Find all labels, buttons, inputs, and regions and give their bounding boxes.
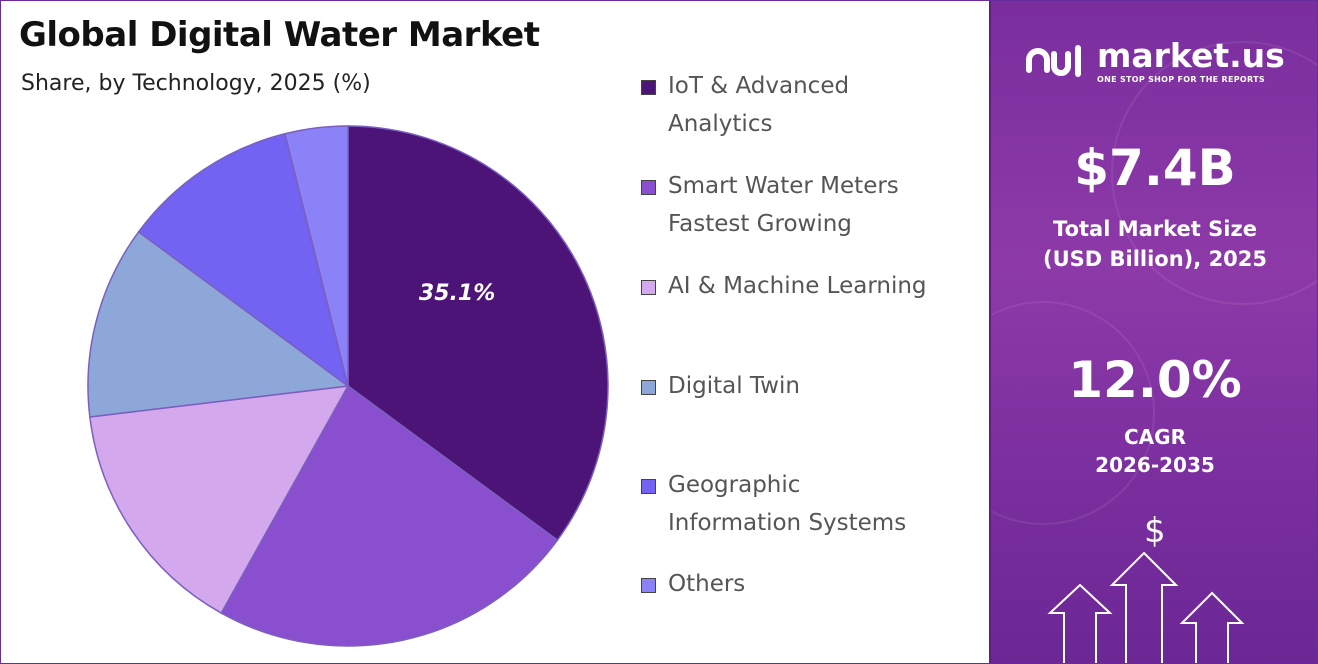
legend-label-line: Geographic xyxy=(668,472,801,498)
legend-label-line: Analytics xyxy=(668,111,773,137)
legend-label-line: Others xyxy=(668,571,746,597)
cagr-label: CAGR xyxy=(1124,425,1186,449)
market-size-value: $7.4B xyxy=(1074,139,1236,197)
pie-slice-4 xyxy=(87,230,350,418)
legend-label-line: Smart Water Meters xyxy=(668,173,899,199)
market-size-label-line1: Total Market Size xyxy=(1053,217,1257,241)
legend-item-1: IoT & Advanced Analytics xyxy=(641,73,849,143)
legend-label: Smart Water Meters Fastest Growing xyxy=(668,167,899,243)
legend-label-line: Fastest Growing xyxy=(668,211,852,237)
legend-label: Digital Twin xyxy=(668,367,800,405)
legend-swatch xyxy=(641,479,656,494)
legend-label-line: Digital Twin xyxy=(668,373,800,399)
chart-title: Global Digital Water Market xyxy=(19,15,540,55)
growth-arrows-icon xyxy=(1047,551,1245,663)
legend-label: Geographic Information Systems xyxy=(668,466,906,542)
pie-chart: 35.1% xyxy=(87,125,609,647)
market-size-label-line2: (USD Billion), 2025 xyxy=(1042,247,1268,271)
pie-slice-3 xyxy=(89,385,350,615)
dollar-icon: $ xyxy=(1144,511,1166,551)
background-circle xyxy=(991,301,1155,525)
legend-label: IoT & Advanced Analytics xyxy=(668,67,849,143)
market-us-logo-icon xyxy=(1026,44,1081,77)
brand-logo: market.us ONE STOP SHOP FOR THE REPORTS xyxy=(1023,39,1285,84)
legend-label-line: Information Systems xyxy=(668,510,907,536)
legend-label: Others xyxy=(668,565,745,603)
pie-slice-1 xyxy=(347,125,609,542)
legend-swatch xyxy=(641,180,656,195)
legend-item-4: Digital Twin xyxy=(641,373,800,405)
chart-subtitle: Share, by Technology, 2025 (%) xyxy=(21,71,371,96)
summary-panel: market.us ONE STOP SHOP FOR THE REPORTS … xyxy=(989,1,1317,663)
legend-item-3: AI & Machine Learning xyxy=(641,273,927,305)
legend-swatch xyxy=(641,578,656,593)
pie-data-label-1: 35.1% xyxy=(419,281,495,306)
legend-swatch xyxy=(641,380,656,395)
brand-tagline: ONE STOP SHOP FOR THE REPORTS xyxy=(1097,75,1265,84)
pie-slice-2 xyxy=(220,384,559,647)
cagr-period: 2026-2035 xyxy=(1095,453,1215,477)
legend-swatch xyxy=(641,280,656,295)
legend-item-5: Geographic Information Systems xyxy=(641,472,906,542)
legend-label-line: IoT & Advanced xyxy=(668,73,850,99)
legend-item-2: Smart Water Meters Fastest Growing xyxy=(641,173,899,243)
legend-label-line: AI & Machine Learning xyxy=(668,273,927,299)
legend-item-6: Others xyxy=(641,571,745,603)
cagr-value: 12.0% xyxy=(1068,351,1242,409)
legend-swatch xyxy=(641,80,656,95)
pie-slice-5 xyxy=(137,132,350,388)
brand-name: market.us xyxy=(1097,36,1285,75)
legend-label: AI & Machine Learning xyxy=(668,267,927,305)
pie-slice-6 xyxy=(284,125,349,387)
